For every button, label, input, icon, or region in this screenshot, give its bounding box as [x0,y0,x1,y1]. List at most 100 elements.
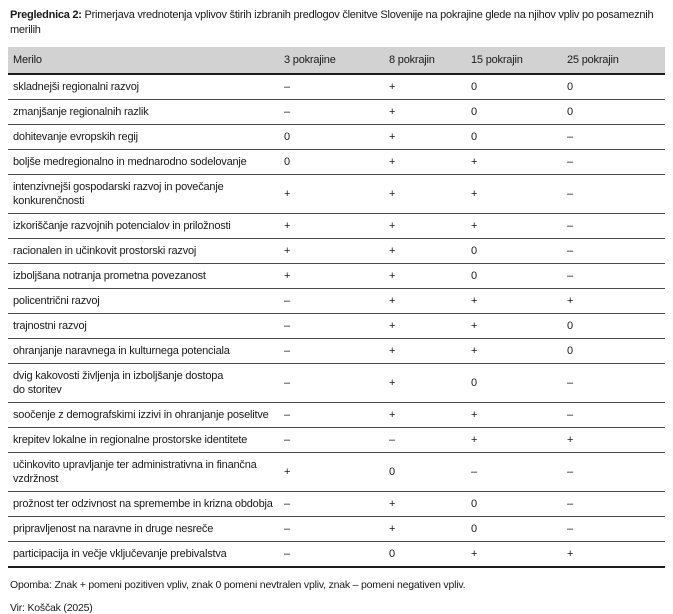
value-cell: + [283,238,388,264]
column-header-15-pokrajin: 15 pokrajin [470,47,566,75]
table-row: dvig kakovosti življenja in izboljšanje … [8,363,665,403]
column-header-merilo: Merilo [8,47,283,75]
value-cell: + [470,288,566,314]
value-cell: + [388,288,470,314]
criterion-label: dohitevanje evropskih regij [8,124,283,150]
value-cell: 0 [470,516,566,542]
value-cell: + [566,427,665,453]
value-cell: – [283,516,388,542]
value-cell: 0 [470,363,566,403]
criterion-label: učinkovito upravljanje ter administrativ… [8,452,283,492]
criterion-label: izboljšana notranja prometna povezanost [8,263,283,289]
table-row: soočenje z demografskimi izzivi in ohran… [8,402,665,428]
value-cell: + [388,238,470,264]
column-header-25-pokrajin: 25 pokrajin [566,47,665,75]
criterion-label: ohranjanje naravnega in kulturnega poten… [8,338,283,364]
value-cell: + [388,313,470,339]
value-cell: – [283,541,388,568]
table-body: skladnejši regionalni razvoj – + 0 0 zma… [8,74,665,568]
table-row: skladnejši regionalni razvoj – + 0 0 [8,74,665,100]
value-cell: + [388,363,470,403]
table-row: racionalen in učinkovit prostorski razvo… [8,238,665,264]
value-cell: + [388,99,470,125]
criterion-label: trajnostni razvoj [8,313,283,339]
value-cell: + [566,288,665,314]
criterion-label: dvig kakovosti življenja in izboljšanje … [8,363,283,403]
value-cell: – [566,402,665,428]
value-cell: – [566,363,665,403]
table-row: trajnostni razvoj – + + 0 [8,313,665,339]
table-row: zmanjšanje regionalnih razlik – + 0 0 [8,99,665,125]
value-cell: + [388,338,470,364]
value-cell: 0 [470,99,566,125]
value-cell: + [388,213,470,239]
criterion-label: skladnejši regionalni razvoj [8,74,283,100]
value-cell: + [388,174,470,214]
criterion-label: zmanjšanje regionalnih razlik [8,99,283,125]
value-cell: – [566,174,665,214]
table-row: izboljšana notranja prometna povezanost … [8,263,665,289]
value-cell: – [283,427,388,453]
value-cell: + [470,213,566,239]
value-cell: – [566,213,665,239]
value-cell: – [283,402,388,428]
criterion-label: intenzivnejši gospodarski razvoj in pove… [8,174,283,214]
value-cell: + [283,263,388,289]
value-cell: – [566,149,665,175]
table-row: dohitevanje evropskih regij 0 + 0 – [8,124,665,150]
value-cell: – [566,238,665,264]
value-cell: + [470,338,566,364]
table-row: intenzivnejši gospodarski razvoj in pove… [8,174,665,214]
value-cell: + [388,124,470,150]
criterion-label: racionalen in učinkovit prostorski razvo… [8,238,283,264]
value-cell: 0 [470,238,566,264]
value-cell: 0 [470,124,566,150]
table-row: ohranjanje naravnega in kulturnega poten… [8,338,665,364]
value-cell: + [388,516,470,542]
value-cell: + [470,402,566,428]
criterion-label: boljše medregionalno in mednarodno sodel… [8,149,283,175]
criterion-label: krepitev lokalne in regionalne prostorsk… [8,427,283,453]
title-label: Preglednica 2: [10,9,82,21]
criterion-label: participacija in večje vključevanje preb… [8,541,283,568]
value-cell: – [470,452,566,492]
value-cell: 0 [283,149,388,175]
value-cell: – [283,338,388,364]
value-cell: + [388,402,470,428]
criterion-label: soočenje z demografskimi izzivi in ohran… [8,402,283,428]
value-cell: – [283,74,388,100]
table-row: učinkovito upravljanje ter administrativ… [8,452,665,492]
value-cell: – [566,124,665,150]
value-cell: 0 [470,491,566,517]
value-cell: + [470,149,566,175]
value-cell: – [283,288,388,314]
value-cell: + [470,541,566,568]
value-cell: 0 [470,74,566,100]
value-cell: 0 [283,124,388,150]
criterion-label: pripravljenost na naravne in druge nesre… [8,516,283,542]
table-row: participacija in večje vključevanje preb… [8,541,665,568]
value-cell: 0 [566,99,665,125]
comparison-table: Merilo 3 pokrajine 8 pokrajin 15 pokraji… [8,47,665,568]
value-cell: + [388,263,470,289]
value-cell: – [566,263,665,289]
table-row: krepitev lokalne in regionalne prostorsk… [8,427,665,453]
value-cell: + [388,74,470,100]
table-row: policentrični razvoj – + + + [8,288,665,314]
table-row: izkoriščanje razvojnih potencialov in pr… [8,213,665,239]
table-header-row: Merilo 3 pokrajine 8 pokrajin 15 pokraji… [8,47,665,75]
table-row: prožnost ter odzivnost na spremembe in k… [8,491,665,517]
column-header-3-pokrajine: 3 pokrajine [283,47,388,75]
table-row: pripravljenost na naravne in druge nesre… [8,516,665,542]
value-cell: + [566,541,665,568]
criterion-label: izkoriščanje razvojnih potencialov in pr… [8,213,283,239]
value-cell: + [283,452,388,492]
value-cell: + [470,427,566,453]
value-cell: + [470,174,566,214]
value-cell: – [283,313,388,339]
criterion-label: policentrični razvoj [8,288,283,314]
source-text: Vir: Koščak (2025) [10,602,93,614]
value-cell: + [283,213,388,239]
note-text: Opomba: Znak + pomeni pozitiven vpliv, z… [10,579,466,591]
